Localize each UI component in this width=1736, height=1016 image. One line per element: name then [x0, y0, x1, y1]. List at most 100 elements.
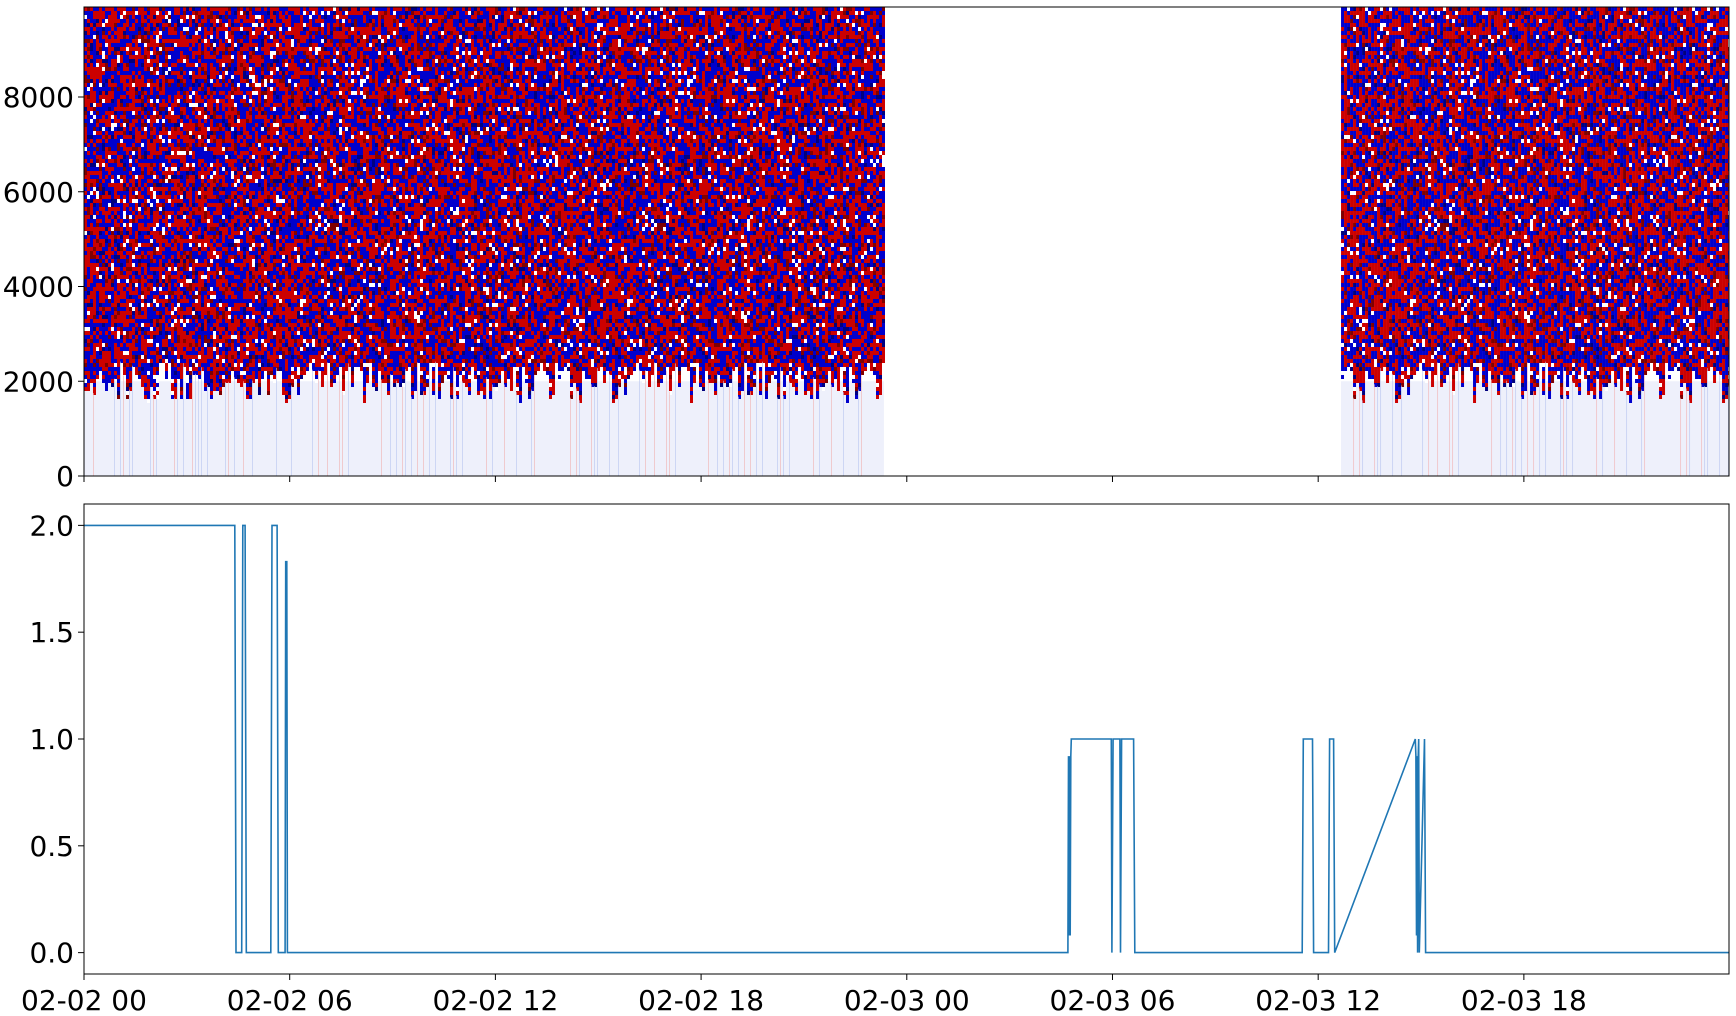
heatmap-cell: [174, 171, 177, 175]
heatmap-cell: [99, 119, 102, 123]
heatmap-cell: [162, 27, 165, 31]
heatmap-cell: [138, 199, 141, 203]
heatmap-cell: [192, 163, 195, 167]
heatmap-cell: [225, 67, 228, 71]
heatmap-cell: [156, 259, 159, 263]
heatmap-cell: [126, 343, 129, 347]
heatmap-cell: [207, 155, 210, 159]
heatmap-cell: [141, 79, 144, 83]
heatmap-cell: [93, 371, 96, 375]
heatmap-cell: [183, 63, 186, 67]
heatmap-cell: [162, 303, 165, 307]
heatmap-cell: [213, 31, 216, 35]
heatmap-cell: [108, 15, 111, 19]
heatmap-cell: [201, 11, 204, 15]
heatmap-cell: [114, 139, 117, 143]
heatmap-cell: [87, 79, 90, 83]
heatmap-cell: [150, 339, 153, 343]
heatmap-cell: [132, 223, 135, 227]
heatmap-cell: [189, 367, 192, 371]
heatmap-cell: [156, 103, 159, 107]
heatmap-cell: [159, 343, 162, 347]
heatmap-cell: [204, 131, 207, 135]
heatmap-cell: [129, 359, 132, 363]
heatmap-cell: [117, 203, 120, 207]
heatmap-cell: [228, 151, 231, 155]
heatmap-cell: [126, 215, 129, 219]
heatmap-cell: [240, 19, 243, 23]
heatmap-cell: [111, 35, 114, 39]
heatmap-cell: [225, 171, 228, 175]
heatmap-cell: [105, 231, 108, 235]
heatmap-cell: [150, 307, 153, 311]
heatmap-cell: [153, 235, 156, 239]
heatmap-cell: [210, 23, 213, 27]
heatmap-cell: [189, 239, 192, 243]
heatmap-cell: [90, 315, 93, 319]
heatmap-cell: [156, 71, 159, 75]
heatmap-cell: [204, 127, 207, 131]
heatmap-cell: [237, 43, 240, 47]
heatmap-cell: [189, 359, 192, 363]
heatmap-cell: [147, 263, 150, 267]
heatmap-cell: [213, 107, 216, 111]
heatmap-cell: [153, 247, 156, 251]
heatmap-cell: [177, 259, 180, 263]
heatmap-cell: [192, 151, 195, 155]
heatmap-cell: [201, 175, 204, 179]
heatmap-cell: [126, 191, 129, 195]
heatmap-cell: [192, 255, 195, 259]
heatmap-cell: [213, 371, 216, 375]
heatmap-cell: [216, 227, 219, 231]
heatmap-cell: [159, 131, 162, 135]
heatmap-cell: [105, 91, 108, 95]
heatmap-cell: [153, 263, 156, 267]
heatmap-cell: [144, 131, 147, 135]
heatmap-cell: [204, 295, 207, 299]
heatmap-cell: [204, 51, 207, 55]
heatmap-cell: [147, 27, 150, 31]
heatmap-cell: [201, 191, 204, 195]
heatmap-cell: [213, 99, 216, 103]
heatmap-cell: [237, 55, 240, 59]
heatmap-cell: [96, 179, 99, 183]
heatmap-cell: [201, 103, 204, 107]
heatmap-cell: [153, 359, 156, 363]
heatmap-cell: [174, 207, 177, 211]
heatmap-cell: [234, 235, 237, 239]
heatmap-cell: [213, 167, 216, 171]
heatmap-cell: [138, 63, 141, 67]
heatmap-cell: [180, 319, 183, 323]
heatmap-cell: [120, 115, 123, 119]
heatmap-cell: [228, 371, 231, 375]
heatmap-cell: [219, 79, 222, 83]
heatmap-cell: [168, 103, 171, 107]
heatmap-cell: [105, 27, 108, 31]
heatmap-cell: [162, 155, 165, 159]
heatmap-cell: [132, 179, 135, 183]
heatmap-cell: [219, 131, 222, 135]
heatmap-cell: [93, 87, 96, 91]
heatmap-cell: [207, 227, 210, 231]
heatmap-cell: [165, 163, 168, 167]
heatmap-cell: [144, 115, 147, 119]
heatmap-cell: [84, 215, 87, 219]
heatmap-cell: [132, 87, 135, 91]
heatmap-cell: [195, 147, 198, 151]
heatmap-cell: [114, 223, 117, 227]
heatmap-cell: [213, 179, 216, 183]
heatmap-cell: [153, 163, 156, 167]
heatmap-cell: [186, 359, 189, 363]
heatmap-cell: [207, 287, 210, 291]
heatmap-cell: [96, 67, 99, 71]
heatmap-cell: [204, 123, 207, 127]
heatmap-cell: [195, 99, 198, 103]
heatmap-cell: [90, 159, 93, 163]
heatmap-cell: [120, 187, 123, 191]
heatmap-cell: [231, 351, 234, 355]
heatmap-cell: [147, 291, 150, 295]
heatmap-cell: [129, 211, 132, 215]
heatmap-cell: [207, 111, 210, 115]
heatmap-cell: [183, 287, 186, 291]
heatmap-cell: [126, 11, 129, 15]
